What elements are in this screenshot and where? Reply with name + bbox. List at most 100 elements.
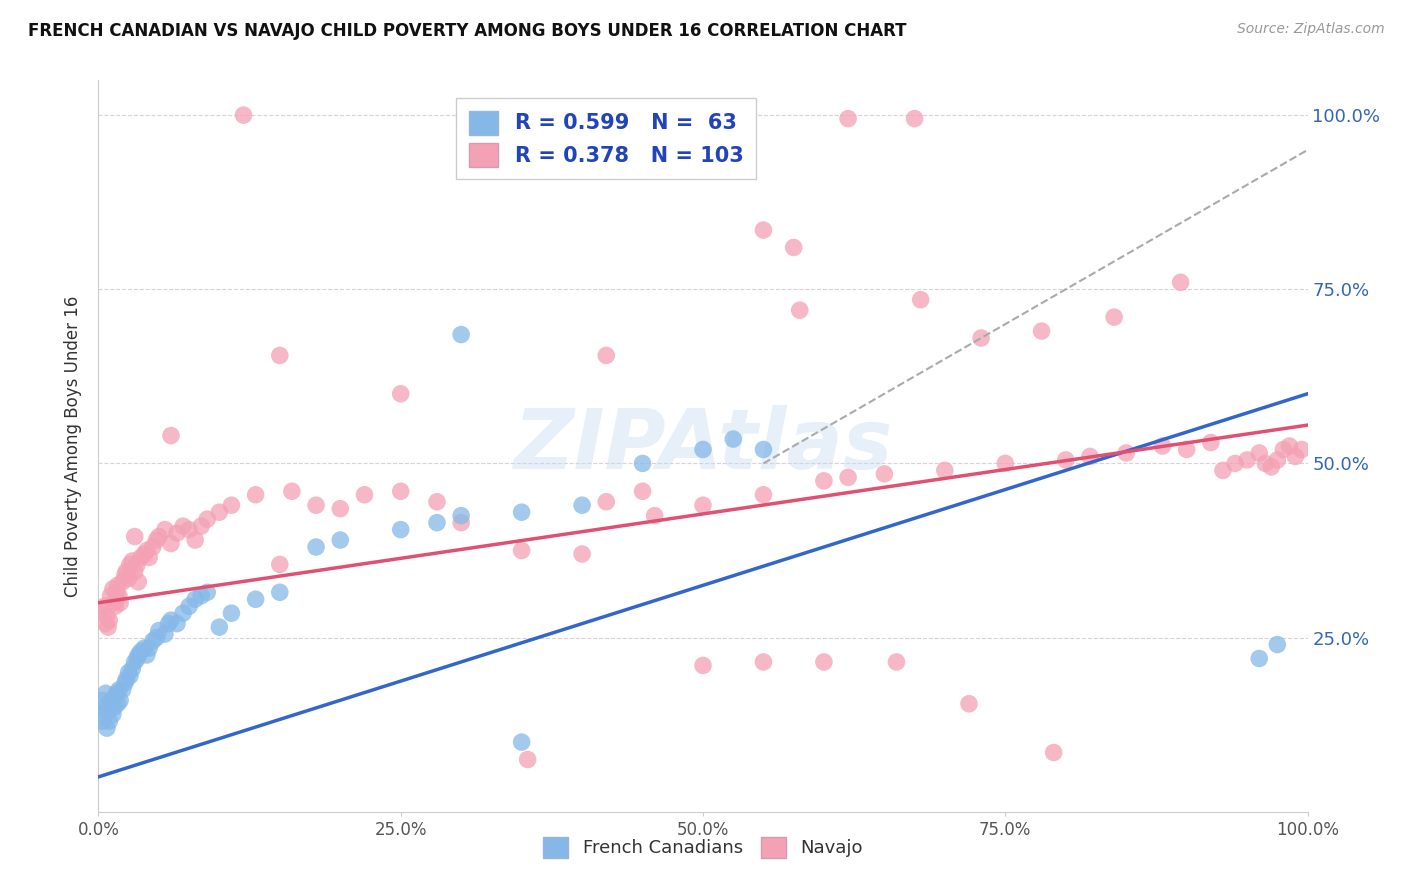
Point	[1078, 450, 1101, 464]
Y-axis label: Child Poverty Among Boys Under 16: Child Poverty Among Boys Under 16	[65, 295, 83, 597]
Point	[970, 331, 993, 345]
Point	[631, 457, 654, 471]
Point	[994, 457, 1017, 471]
Point	[510, 505, 533, 519]
Point	[450, 327, 472, 342]
Point	[121, 662, 143, 676]
Point	[115, 565, 138, 579]
Point	[221, 606, 243, 620]
Point	[91, 714, 114, 728]
Point	[184, 533, 207, 547]
Point	[389, 484, 412, 499]
Point	[813, 474, 835, 488]
Point	[124, 530, 146, 544]
Point	[138, 640, 160, 655]
Point	[245, 488, 267, 502]
Point	[145, 533, 167, 547]
Point	[1031, 324, 1053, 338]
Point	[692, 658, 714, 673]
Point	[172, 606, 194, 620]
Point	[389, 523, 412, 537]
Point	[1291, 442, 1313, 457]
Point	[100, 693, 122, 707]
Point	[873, 467, 896, 481]
Point	[103, 700, 125, 714]
Point	[108, 693, 131, 707]
Text: Source: ZipAtlas.com: Source: ZipAtlas.com	[1237, 22, 1385, 37]
Text: FRENCH CANADIAN VS NAVAJO CHILD POVERTY AMONG BOYS UNDER 16 CORRELATION CHART: FRENCH CANADIAN VS NAVAJO CHILD POVERTY …	[28, 22, 907, 40]
Point	[142, 634, 165, 648]
Point	[134, 640, 156, 655]
Point	[142, 540, 165, 554]
Point	[127, 648, 149, 662]
Point	[124, 655, 146, 669]
Point	[195, 512, 218, 526]
Point	[118, 669, 141, 683]
Point	[631, 484, 654, 499]
Point	[208, 505, 231, 519]
Point	[115, 673, 138, 687]
Point	[90, 707, 112, 722]
Point	[94, 686, 117, 700]
Point	[886, 655, 908, 669]
Point	[269, 558, 291, 572]
Point	[752, 442, 775, 457]
Point	[153, 523, 176, 537]
Point	[97, 620, 120, 634]
Point	[752, 223, 775, 237]
Point	[1278, 439, 1301, 453]
Point	[245, 592, 267, 607]
Point	[97, 704, 120, 718]
Point	[305, 498, 328, 512]
Point	[166, 526, 188, 541]
Point	[160, 613, 183, 627]
Point	[101, 582, 124, 596]
Point	[1054, 453, 1077, 467]
Point	[813, 655, 835, 669]
Point	[595, 494, 617, 508]
Point	[789, 303, 811, 318]
Point	[179, 523, 201, 537]
Point	[426, 494, 449, 508]
Point	[160, 428, 183, 442]
Point	[1115, 446, 1137, 460]
Point	[782, 240, 804, 254]
Point	[91, 693, 114, 707]
Point	[221, 498, 243, 512]
Point	[127, 558, 149, 572]
Point	[101, 707, 124, 722]
Point	[148, 624, 170, 638]
Point	[108, 596, 131, 610]
Point	[100, 589, 122, 603]
Legend: French Canadians, Navajo: French Canadians, Navajo	[536, 830, 870, 865]
Point	[135, 543, 157, 558]
Point	[138, 550, 160, 565]
Point	[1267, 453, 1289, 467]
Point	[103, 596, 125, 610]
Point	[232, 108, 254, 122]
Point	[329, 533, 352, 547]
Point	[172, 519, 194, 533]
Point	[957, 697, 980, 711]
Point	[93, 700, 115, 714]
Point	[100, 697, 122, 711]
Point	[91, 603, 114, 617]
Point	[1249, 446, 1271, 460]
Point	[1272, 442, 1295, 457]
Point	[208, 620, 231, 634]
Point	[127, 651, 149, 665]
Point	[595, 348, 617, 362]
Point	[118, 558, 141, 572]
Point	[1042, 746, 1064, 760]
Point	[1175, 442, 1198, 457]
Point	[134, 547, 156, 561]
Point	[111, 682, 134, 697]
Point	[93, 599, 115, 614]
Point	[1260, 459, 1282, 474]
Point	[190, 589, 212, 603]
Point	[904, 112, 927, 126]
Point	[118, 571, 141, 585]
Point	[135, 648, 157, 662]
Point	[269, 348, 291, 362]
Point	[752, 488, 775, 502]
